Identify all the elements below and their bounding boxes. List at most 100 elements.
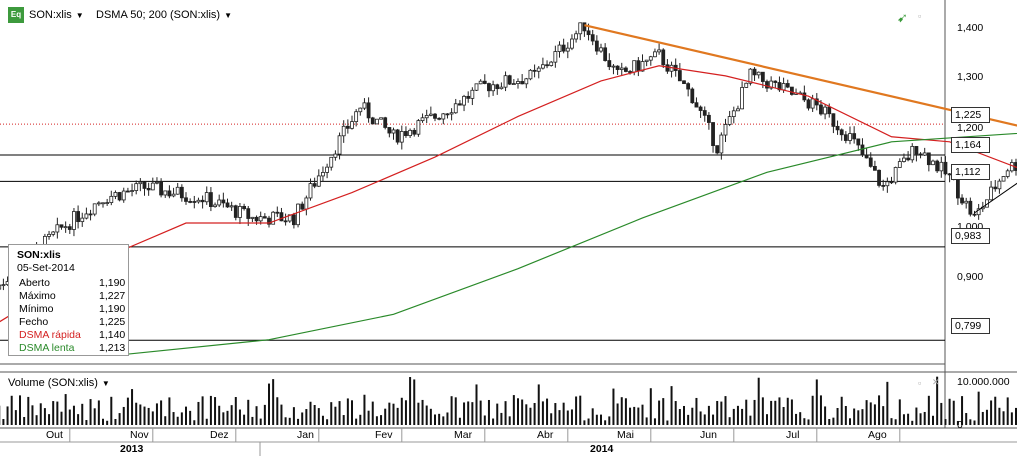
candle-body [503,75,508,88]
candle-body [760,71,765,82]
volume-bar [790,399,793,425]
volume-bar [463,402,466,425]
volume-bar [131,389,134,425]
candle-body [262,216,267,219]
volume-bar [272,379,275,425]
volume-bar [537,384,540,425]
volume-bar [139,404,142,425]
candle-body [150,182,155,191]
candle-body [192,201,197,203]
volume-bar [653,418,656,425]
volume-bar [409,377,412,425]
candle-body [225,202,230,208]
year-label: 2013 [120,443,144,455]
volume-bar [832,417,835,425]
volume-bar [458,417,461,425]
candle-body [184,197,188,202]
symbol-selector[interactable]: SON:xlis ▼ [29,9,84,21]
volume-bar [160,400,163,425]
trend-tool-icon[interactable]: ➹ [897,10,908,25]
candle-body [653,51,657,58]
candle-body [731,110,736,117]
candle-body [956,178,960,199]
price-tick: 0,900 [957,271,984,283]
candle-body [453,103,458,114]
volume-bar [861,409,864,425]
close-icon[interactable]: ✕ [932,377,940,387]
volume-bar [720,401,723,425]
volume-bar [500,412,503,425]
candle-body [51,231,56,235]
volume-bar [209,395,212,425]
volume-bar [869,402,872,425]
volume-bar [172,412,175,425]
candle-body [175,186,180,195]
volume-bar [292,407,295,425]
candle-body [727,116,732,125]
price-tick: 1,400 [957,22,984,34]
volume-bar [301,412,304,425]
volume-bar [558,410,561,425]
candle-body [744,82,749,88]
volume-bar [68,409,71,425]
equity-icon[interactable]: Eq [8,7,24,23]
candle-body [640,61,645,72]
maximize-icon[interactable]: ▫ [918,11,922,21]
candle-body [839,129,844,136]
volume-bar [380,415,383,425]
volume-panel-title[interactable]: Volume (SON:xlis) ▼ [8,377,110,389]
volume-bar [761,397,764,425]
volume-bar [72,405,75,425]
volume-bar [624,398,627,425]
volume-bar [612,388,615,425]
volume-bar [222,412,225,425]
volume-bar [683,405,685,425]
candle-body [404,131,408,137]
candle-body [590,34,595,42]
candle-body [993,186,998,190]
candle-body [702,110,707,116]
candle-body [524,78,529,85]
candle-body [204,192,209,203]
candle-body [561,44,566,52]
candle-body [557,44,562,52]
candle-body [379,117,383,120]
volume-bar [728,417,731,425]
volume-bar [39,403,42,425]
candle-body [773,80,778,83]
candle-body [316,175,321,187]
candle-body [208,192,213,207]
volume-bar [670,386,673,425]
maximize-icon[interactable]: ▫ [918,378,922,388]
volume-bar [214,397,217,425]
level-label: 1,112 [951,164,990,180]
volume-bar [994,396,997,425]
candle-body [943,161,948,175]
candle-body [333,153,338,158]
volume-bar [218,405,221,425]
candle-body [296,203,300,226]
candle-body [781,83,786,91]
volume-bar [770,400,773,425]
candle-body [163,190,168,196]
candle-body [383,117,388,128]
candle-body [578,22,583,35]
candle-body [188,201,193,203]
volume-bar [467,401,470,425]
volume-bar [774,400,777,425]
candle-body [308,183,313,199]
volume-bar [508,416,511,425]
indicator-selector[interactable]: DSMA 50; 200 (SON:xlis) ▼ [96,9,232,21]
volume-bar [496,403,499,425]
volume-bar [716,400,719,425]
volume-bar [475,384,478,425]
volume-bar [961,396,964,425]
candle-body [860,144,865,156]
candle-body [84,213,89,219]
candle-body [856,138,861,146]
volume-bar [454,397,457,425]
candle-body [408,129,413,137]
volume-bar [819,395,822,425]
volume-bar [695,397,698,425]
